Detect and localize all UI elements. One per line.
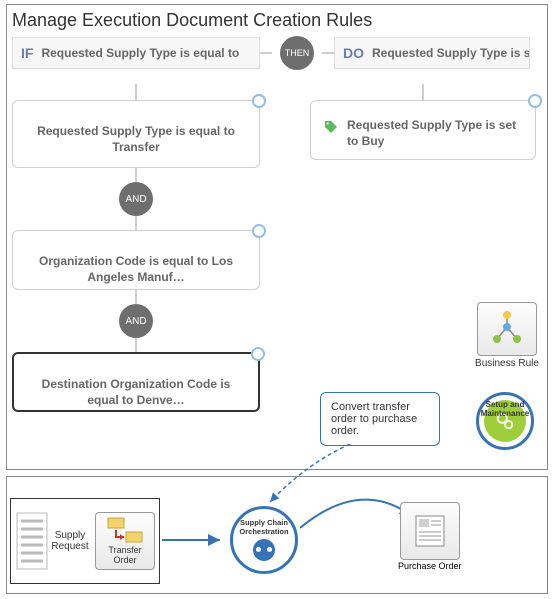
and-node: AND (119, 182, 153, 216)
callout-text: Convert transfer order to purchase order… (331, 401, 417, 437)
do-header-text: Requested Supply Type is set to Bu (372, 46, 530, 60)
connector-line (135, 338, 137, 352)
connector-line (135, 290, 137, 304)
setup-maint-label: Setup and Maintenance (479, 401, 531, 419)
purchase-order-icon-box (400, 502, 460, 560)
orchestration-icon (253, 539, 275, 561)
rules-area: IF Requested Supply Type is equal to THE… (12, 36, 534, 70)
do-header[interactable]: DO Requested Supply Type is set to Bu (334, 37, 530, 69)
do-rule-1[interactable]: Requested Supply Type is set to Buy (310, 100, 536, 160)
transfer-order-tile[interactable]: Transfer Order (95, 512, 155, 570)
callout-convert: Convert transfer order to purchase order… (320, 392, 440, 446)
page-title: Manage Execution Document Creation Rules (12, 10, 372, 31)
if-rule-3[interactable]: Destination Organization Code is equal t… (12, 352, 260, 412)
transfer-order-label: Transfer Order (96, 546, 154, 566)
supply-request-panel: Supply Request Transfer Order (10, 498, 160, 584)
setup-maint-circle: Setup and Maintenance (476, 392, 534, 450)
rule-handle-icon[interactable] (251, 347, 265, 361)
if-keyword: IF (13, 45, 41, 61)
rule-handle-icon[interactable] (252, 94, 266, 108)
do-column: Requested Supply Type is set to Buy (310, 84, 536, 160)
line-then-do (322, 52, 334, 54)
sco-label: Supply Chain Orchestration (233, 519, 295, 536)
document-lines-icon (15, 511, 49, 571)
connector-line (135, 216, 137, 230)
connector-line (135, 84, 137, 100)
if-rule-2[interactable]: Organization Code is equal to Los Angele… (12, 230, 260, 290)
header-row: IF Requested Supply Type is equal to THE… (12, 36, 534, 70)
purchase-order-label: Purchase Order (398, 562, 462, 572)
tag-icon (323, 119, 339, 135)
do-rule-1-text: Requested Supply Type is set to Buy (347, 117, 523, 149)
supply-request-label: Supply Request (49, 530, 91, 552)
connector-line (422, 84, 424, 100)
purchase-order-tile[interactable]: Purchase Order (398, 502, 462, 572)
if-rule-2-text: Organization Code is equal to Los Angele… (39, 254, 233, 284)
if-column: Requested Supply Type is equal to Transf… (12, 84, 260, 412)
business-rule-icon (477, 302, 537, 356)
transfer-order-icon (106, 516, 144, 546)
if-rule-3-text: Destination Organization Code is equal t… (42, 377, 231, 407)
rule-handle-icon[interactable] (528, 94, 542, 108)
if-header-text: Requested Supply Type is equal to (41, 46, 239, 60)
if-header[interactable]: IF Requested Supply Type is equal to (12, 37, 260, 69)
connector-line (135, 168, 137, 182)
sco-node[interactable]: Supply Chain Orchestration (230, 506, 298, 574)
if-rule-1[interactable]: Requested Supply Type is equal to Transf… (12, 100, 260, 168)
then-node: THEN (280, 36, 314, 70)
do-keyword: DO (335, 45, 372, 61)
palette-business-rule[interactable]: Business Rule (472, 302, 542, 369)
purchase-order-icon (412, 514, 448, 548)
palette-business-rule-label: Business Rule (472, 358, 542, 369)
and-node: AND (119, 304, 153, 338)
line-if-then (260, 52, 272, 54)
palette-setup-maint[interactable]: Setup and Maintenance (476, 392, 534, 450)
if-rule-1-text: Requested Supply Type is equal to Transf… (37, 124, 235, 154)
rule-handle-icon[interactable] (252, 224, 266, 238)
